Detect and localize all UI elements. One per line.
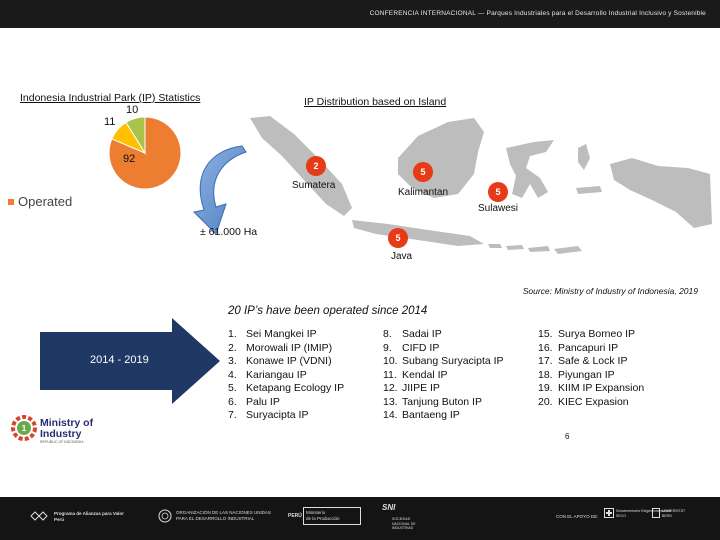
list-item: 20. KIEC Expasion (538, 395, 629, 408)
list-item: 18. Piyungan IP (538, 368, 615, 381)
chart-legend: Operated (8, 194, 72, 209)
swiss-cross-icon (604, 508, 614, 518)
page-number: 6 (565, 432, 570, 441)
legend-label: Operated (18, 194, 73, 209)
period-label: 2014 - 2019 (90, 354, 149, 366)
footer-peru-brand: PERÚ (288, 513, 302, 519)
pie-label-operated: 92 (123, 153, 136, 165)
list-item: 1. Sei Mangkei IP (228, 328, 317, 340)
legend-swatch (8, 198, 14, 205)
island-java: Java (391, 251, 413, 262)
list-item: 2. Morowali IP (IMIP) (228, 341, 333, 354)
list-item: 17. Safe & Lock IP (538, 355, 628, 367)
list-item: 8. Sadai IP (383, 328, 442, 340)
pie-label-third: 10 (126, 104, 139, 116)
pie-slice-10 (125, 116, 146, 155)
list-item: 6. Palu IP (228, 395, 280, 408)
operated-heading: 20 IP’s have been operated since 2014 (228, 305, 428, 317)
footer-sni: SOCIEDAD NACIONAL DE INDUSTRIAS (392, 517, 416, 530)
island-sulawesi: Sulawesi (478, 203, 519, 214)
island-sumatera: Sumatera (292, 180, 336, 191)
un-logo-icon (158, 509, 172, 523)
logo-subtitle: REPUBLIC OF INDONESIA (40, 440, 84, 444)
footer-sni-brand: SNI (382, 503, 396, 512)
list-item: 10. Subang Suryacipta IP (383, 355, 504, 367)
list-item: 3. Konawe IP (VDNI) (228, 355, 332, 367)
list-item: 5. Ketapang Ecology IP (228, 382, 345, 394)
bern-logo-icon (652, 508, 660, 518)
list-item: 12. JIIPE IP (383, 382, 440, 394)
island-kalimantan: Kalimantan (398, 187, 449, 198)
ip-list-col2: 8. Sadai IP 9. CIFD IP 10. Subang Suryacipt… (383, 328, 504, 423)
list-item: 19. KIIM IP Expansion (538, 382, 645, 394)
badge-sulawesi: 5 (488, 182, 508, 202)
logo-title: Ministry of Industry (40, 417, 94, 440)
header-banner: CONFERENCIA INTERNACIONAL — Parques Indu… (0, 0, 720, 28)
period-arrow-icon (40, 318, 220, 404)
footer-unido: ORGANIZACIÓN DE LAS NACIONES UNIDAS PARA… (176, 510, 272, 521)
svg-text:1: 1 (22, 424, 27, 433)
list-item: 13. Tanjung Buton IP (383, 395, 482, 408)
badge-java: 5 (388, 228, 408, 248)
pie-chart (108, 116, 182, 190)
peru-ministry-box (303, 507, 361, 525)
list-item: 9. CIFD IP (383, 341, 440, 354)
ip-list-col1: 1. Sei Mangkei IP 2. Morowali IP (IMIP) 3.… (228, 328, 344, 423)
footer-alliance: Programa de Alianzas para Valor Perú (54, 511, 124, 522)
badge-sumatera: 2 (306, 156, 326, 176)
ministry-logo-icon: 1 (11, 415, 37, 441)
footer-ministry: Ministerio de la Producción (306, 510, 340, 521)
total-area: ± 61.000 Ha (200, 226, 258, 238)
footer-seco: Schweizerische Eidgenossenschaft SECO (616, 509, 671, 518)
indonesia-map (250, 116, 712, 254)
footer-support: CON EL APOYO DE: (556, 514, 599, 519)
footer-bern: UNIVERSITÄT BERN (662, 509, 686, 518)
list-item: 7. Suryacipta IP (228, 409, 309, 421)
pie-slice-92 (108, 116, 182, 190)
footer-bar: Programa de Alianzas para Valor Perú ORG… (0, 497, 720, 540)
ip-list-col3: 15. Surya Borneo IP 16. Pancapuri IP 17. Sa… (538, 328, 644, 409)
distribution-title: IP Distribution based on Island (304, 96, 447, 108)
list-item: 16. Pancapuri IP (538, 341, 619, 354)
stats-title: Indonesia Industrial Park (IP) Statistic… (20, 92, 201, 104)
list-item: 4. Kariangau IP (228, 368, 307, 381)
banner-text: CONFERENCIA INTERNACIONAL — Parques Indu… (369, 10, 706, 17)
curved-arrow-icon (192, 145, 247, 235)
alliance-logo-icon (30, 511, 48, 521)
pie-label-second: 11 (104, 116, 116, 128)
list-item: 11. Kendal IP (383, 368, 448, 381)
list-item: 14. Bantaeng IP (383, 409, 460, 421)
list-item: 15. Surya Borneo IP (538, 328, 636, 340)
badge-kalimantan: 5 (413, 162, 433, 182)
source-note: Source: Ministry of Industry of Indonesi… (522, 286, 698, 296)
